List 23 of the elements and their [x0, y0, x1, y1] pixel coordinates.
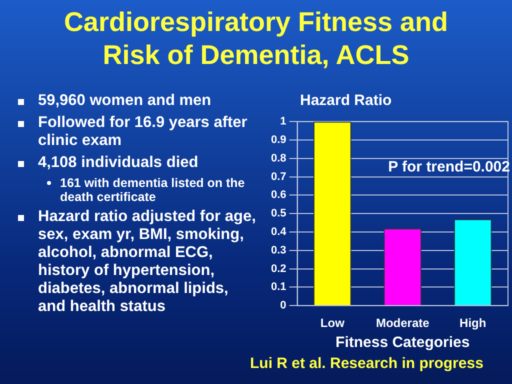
y-tick-label: 1: [280, 116, 286, 128]
x-tick-label: Low: [320, 316, 346, 330]
text: Hazard ratio adjusted for age, sex, exam yr, BMI, smoking, alcohol, abnormal ECG, history of hypertension, diabetes, abnormal lipids, and health status: [16, 208, 260, 316]
y-tick-label: 0.6: [270, 189, 286, 202]
y-tick-label: 0.9: [270, 134, 286, 146]
text: 4,108 individuals died: [16, 154, 260, 172]
y-tick-label: 0: [280, 300, 286, 312]
y-tick-label: 0.7: [270, 170, 286, 183]
y-axis-title: Hazard Ratio: [300, 92, 392, 109]
y-tick-label: 0.2: [270, 262, 286, 275]
text: 161 with dementia listed on the death certificate: [59, 176, 246, 204]
chart-title: Cardiorespiratory Fitness and Risk of Dementia, ACLS: [62, 6, 450, 72]
y-tick-label: 0.4: [270, 226, 288, 238]
y-tick-label: 0.5: [270, 208, 286, 220]
text: Followed for 16.9 years after clinic exam: [16, 114, 260, 150]
y-tick-label: 0.1: [270, 281, 286, 294]
x-tick-label: Moderate: [376, 316, 430, 330]
x-axis-title: Fitness Categories: [336, 334, 470, 352]
y-tick-label: 0.8: [270, 152, 286, 164]
x-tick-label: High: [460, 316, 486, 330]
text: Lui R et al. Research in progress: [250, 355, 484, 372]
y-tick-label: 0.3: [270, 244, 286, 256]
text: 59,960 women and men: [16, 92, 260, 110]
